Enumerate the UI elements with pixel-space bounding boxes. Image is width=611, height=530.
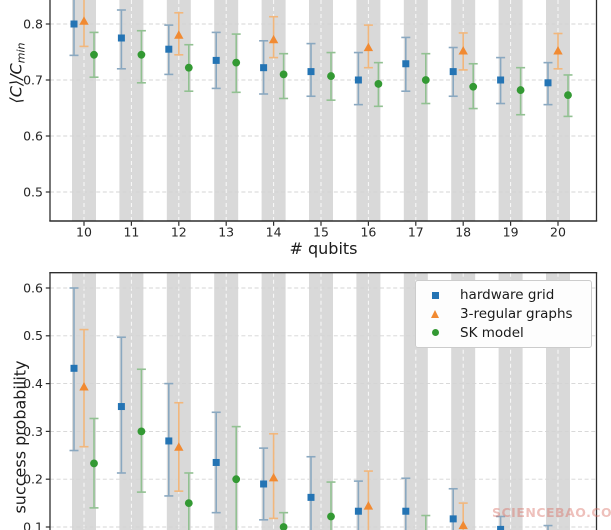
marker-square — [497, 76, 505, 84]
marker-square — [307, 493, 315, 501]
y-tick-label: 0.7 — [23, 72, 43, 87]
legend-item-3-regular-graphs: 3-regular graphs — [422, 305, 585, 323]
marker-square — [449, 515, 457, 523]
marker-triangle — [174, 30, 184, 39]
y-axis-label-top-subscript: min — [14, 42, 28, 64]
marker-square — [165, 45, 173, 53]
marker-square — [165, 437, 173, 445]
square-marker-icon — [422, 291, 448, 299]
x-tick-label: 13 — [218, 225, 234, 239]
marker-square — [260, 64, 268, 72]
marker-circle — [137, 50, 146, 59]
y-tick-label: 0.8 — [23, 16, 43, 31]
qubit-band — [309, 0, 333, 221]
y-axis-label-top-main: ⟨C⟩/C — [6, 63, 26, 104]
marker-triangle — [79, 382, 89, 391]
marker-triangle — [458, 46, 468, 55]
marker-circle — [327, 512, 335, 521]
marker-triangle — [174, 442, 184, 451]
marker-square — [117, 34, 125, 42]
x-tick-label: 16 — [360, 225, 376, 239]
x-tick-label: 20 — [550, 225, 566, 239]
marker-square — [354, 76, 362, 84]
marker-square — [354, 507, 362, 515]
marker-circle — [279, 70, 288, 79]
y-tick-label: 0.5 — [23, 184, 43, 199]
marker-triangle — [458, 520, 468, 530]
marker-square — [70, 364, 78, 372]
qubit-band — [119, 0, 144, 221]
legend-label: hardware grid — [460, 287, 555, 304]
legend: hardware grid 3-regular graphs SK model — [415, 280, 592, 348]
legend-label: 3-regular graphs — [460, 305, 573, 322]
x-tick-label: 18 — [455, 225, 471, 239]
marker-square — [544, 79, 552, 87]
marker-circle — [90, 50, 98, 59]
x-tick-label: 14 — [266, 225, 282, 239]
marker-square — [449, 68, 457, 76]
marker-circle — [90, 459, 98, 468]
marker-circle — [232, 475, 241, 484]
marker-circle — [279, 523, 288, 530]
legend-label: SK model — [460, 324, 524, 341]
y-tick-label: 0.2 — [23, 472, 43, 487]
marker-triangle — [79, 16, 89, 25]
marker-square — [212, 458, 220, 466]
y-tick-label: 0.1 — [23, 519, 43, 530]
marker-square — [212, 56, 220, 64]
marker-square — [497, 525, 505, 530]
marker-circle — [232, 58, 241, 67]
x-tick-label: 10 — [76, 225, 92, 239]
watermark: SCIENCEBAO.COM — [492, 505, 611, 520]
marker-triangle — [268, 34, 279, 44]
marker-triangle — [363, 501, 374, 510]
circle-marker-icon — [422, 329, 448, 337]
y-axis-label-bottom: success probability — [10, 360, 30, 514]
marker-square — [402, 60, 410, 68]
qubit-band — [403, 0, 428, 221]
marker-square — [402, 507, 410, 515]
x-tick-label: 19 — [503, 225, 519, 239]
marker-circle — [564, 91, 572, 100]
marker-circle — [421, 76, 430, 84]
marker-circle — [137, 427, 146, 436]
marker-square — [70, 20, 78, 28]
marker-circle — [469, 82, 478, 91]
legend-item-hardware-grid: hardware grid — [422, 286, 585, 304]
marker-triangle — [363, 42, 374, 52]
y-tick-label: 0.6 — [23, 128, 43, 143]
x-tick-label: 17 — [408, 225, 424, 239]
y-tick-label: 0.6 — [23, 280, 43, 295]
marker-square — [307, 68, 315, 76]
y-tick-label: 0.4 — [23, 376, 43, 391]
x-tick-label: 11 — [123, 225, 139, 239]
triangle-marker-icon — [422, 309, 448, 318]
marker-circle — [516, 86, 525, 94]
marker-triangle — [268, 472, 279, 482]
marker-triangle — [553, 46, 563, 55]
marker-circle — [184, 499, 193, 507]
legend-item-sk-model: SK model — [422, 324, 585, 342]
marker-square — [260, 480, 268, 488]
x-axis-label: # qubits — [289, 239, 358, 258]
qubit-band — [498, 0, 523, 221]
y-axis-label-top: ⟨C⟩/Cmin — [7, 43, 28, 104]
y-tick-label: 0.5 — [23, 328, 43, 343]
x-tick-label: 15 — [313, 225, 329, 239]
marker-square — [117, 403, 125, 411]
y-tick-label: 0.3 — [23, 424, 43, 439]
x-tick-label: 12 — [171, 225, 187, 239]
marker-circle — [184, 63, 193, 72]
marker-circle — [374, 80, 383, 88]
marker-circle — [327, 72, 335, 80]
top-chart-canvas: 10 11 12 13 14 15 16 17 18 19 20 0.8 0.7 0.6 0.5 — [23, 0, 598, 239]
